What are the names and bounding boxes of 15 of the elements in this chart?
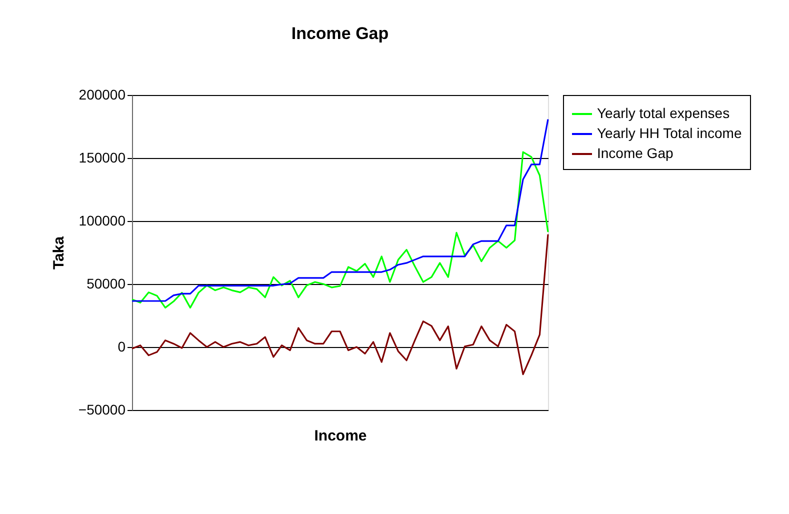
legend-label: Yearly total expenses bbox=[597, 105, 730, 121]
legend-label: Income Gap bbox=[597, 145, 674, 161]
legend-label: Yearly HH Total income bbox=[597, 125, 742, 141]
y-tick-label: −50000 bbox=[78, 402, 126, 418]
y-tick-label: 100000 bbox=[78, 212, 126, 228]
y-tick-label: 0 bbox=[118, 338, 126, 354]
y-tick-label: 150000 bbox=[78, 150, 126, 166]
y-axis-title: Taka bbox=[50, 236, 68, 270]
y-tick-label: 50000 bbox=[86, 276, 126, 292]
line-series bbox=[131, 151, 549, 308]
x-axis-title: Income bbox=[314, 428, 367, 444]
y-tick-label: 200000 bbox=[78, 86, 126, 102]
line-series bbox=[131, 234, 549, 376]
line-series bbox=[131, 118, 549, 302]
chart-title: Income Gap bbox=[291, 24, 389, 43]
